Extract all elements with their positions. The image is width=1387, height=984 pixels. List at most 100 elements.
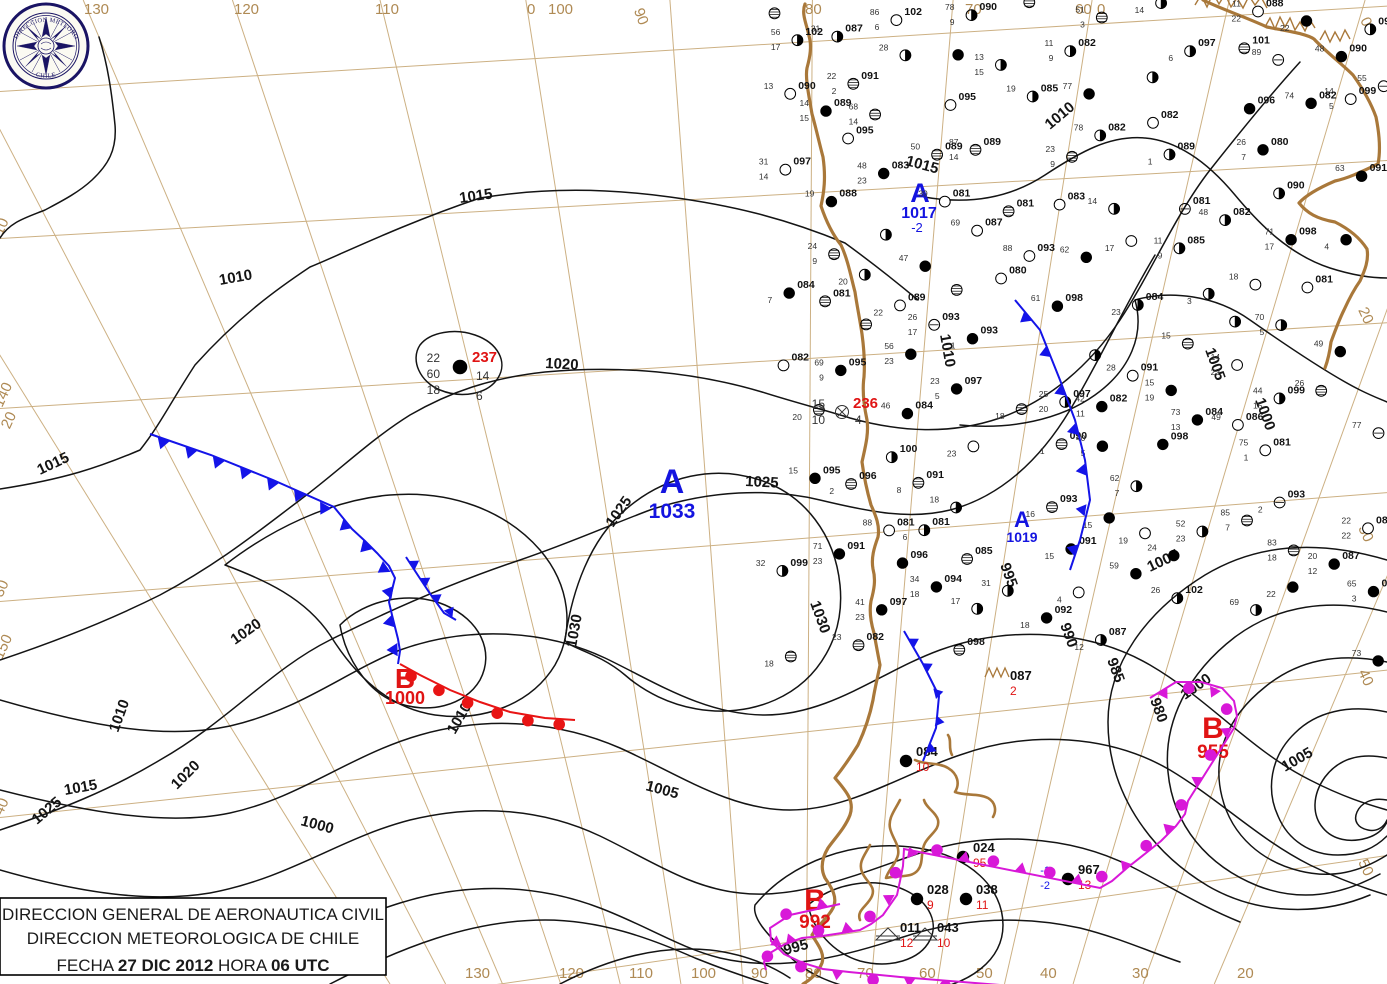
svg-text:3: 3 (1080, 20, 1085, 30)
svg-text:088: 088 (1266, 0, 1284, 10)
svg-text:093: 093 (1060, 493, 1078, 505)
svg-text:081: 081 (833, 287, 851, 299)
svg-text:18: 18 (427, 383, 441, 397)
svg-text:1: 1 (1148, 157, 1153, 167)
svg-text:28: 28 (879, 42, 889, 52)
svg-text:9: 9 (950, 17, 955, 27)
svg-text:83: 83 (1267, 537, 1277, 547)
svg-text:110: 110 (375, 1, 399, 18)
svg-text:082: 082 (1110, 393, 1128, 405)
svg-text:14: 14 (949, 152, 959, 162)
svg-text:237: 237 (472, 349, 497, 366)
svg-text:18: 18 (1267, 552, 1277, 562)
svg-text:038: 038 (976, 882, 998, 897)
svg-text:20: 20 (1308, 551, 1318, 561)
svg-text:17: 17 (1105, 243, 1115, 253)
svg-text:089: 089 (1178, 141, 1196, 153)
svg-text:23: 23 (1046, 144, 1056, 154)
svg-text:6: 6 (1168, 53, 1173, 63)
svg-text:082: 082 (1161, 109, 1179, 121)
svg-text:39: 39 (918, 189, 928, 199)
svg-text:1025: 1025 (745, 473, 779, 492)
svg-text:24: 24 (1147, 543, 1157, 553)
svg-text:11: 11 (1076, 409, 1085, 419)
svg-text:081: 081 (1315, 274, 1333, 286)
svg-text:13: 13 (974, 52, 984, 62)
svg-text:30: 30 (1132, 965, 1149, 982)
svg-text:46: 46 (881, 401, 891, 411)
svg-text:100: 100 (691, 965, 716, 982)
svg-text:47: 47 (899, 253, 909, 263)
svg-text:88: 88 (863, 517, 873, 527)
svg-text:7: 7 (1115, 488, 1120, 498)
svg-text:084: 084 (915, 400, 933, 412)
svg-text:25: 25 (1039, 389, 1049, 399)
svg-text:5: 5 (935, 391, 940, 401)
svg-text:098: 098 (967, 636, 985, 648)
svg-text:8: 8 (897, 485, 902, 495)
svg-text:-2: -2 (1040, 880, 1050, 892)
svg-text:081: 081 (932, 516, 950, 528)
svg-text:028: 028 (927, 882, 949, 897)
svg-text:081: 081 (1017, 197, 1035, 209)
svg-text:9: 9 (927, 898, 934, 912)
svg-text:15: 15 (1145, 377, 1155, 387)
svg-text:090: 090 (798, 80, 816, 92)
svg-text:091: 091 (847, 540, 865, 552)
svg-text:090: 090 (1287, 179, 1305, 191)
svg-text:1: 1 (1244, 452, 1249, 462)
svg-text:15: 15 (1253, 400, 1263, 410)
svg-text:71: 71 (1265, 227, 1275, 237)
svg-text:085: 085 (1041, 83, 1059, 95)
svg-text:096: 096 (911, 549, 929, 561)
svg-text:085: 085 (1187, 234, 1205, 246)
svg-text:097: 097 (965, 375, 983, 387)
svg-text:3: 3 (1352, 594, 1357, 604)
svg-text:101: 101 (1252, 34, 1270, 46)
svg-text:11: 11 (1044, 38, 1053, 48)
svg-text:22: 22 (1342, 515, 1352, 525)
svg-text:095: 095 (856, 125, 874, 137)
svg-text:090: 090 (1349, 43, 1367, 55)
svg-text:15: 15 (1045, 551, 1055, 561)
svg-text:70: 70 (1255, 312, 1265, 322)
svg-text:62: 62 (1060, 244, 1070, 254)
svg-text:22: 22 (874, 307, 884, 317)
svg-text:88: 88 (1003, 243, 1013, 253)
svg-text:13: 13 (764, 81, 774, 91)
svg-text:082: 082 (1108, 121, 1126, 133)
svg-text:100: 100 (548, 1, 573, 18)
svg-text:48: 48 (857, 161, 867, 171)
svg-text:50: 50 (911, 142, 921, 152)
svg-text:2: 2 (829, 486, 834, 496)
svg-text:1020: 1020 (545, 355, 579, 374)
svg-text:77: 77 (1063, 81, 1073, 91)
svg-text:19: 19 (1145, 392, 1155, 402)
svg-text:082: 082 (1078, 37, 1096, 49)
svg-text:52: 52 (1176, 519, 1186, 529)
svg-text:097: 097 (793, 156, 811, 168)
svg-text:85: 85 (1221, 508, 1231, 518)
svg-text:14: 14 (476, 369, 490, 383)
svg-text:23: 23 (813, 556, 823, 566)
svg-text:19: 19 (1006, 84, 1016, 94)
svg-text:FECHA 27 DIC 2012 HORA 06 UTC: FECHA 27 DIC 2012 HORA 06 UTC (56, 956, 329, 975)
svg-text:75: 75 (1239, 437, 1249, 447)
svg-text:14: 14 (1088, 196, 1098, 206)
svg-text:17: 17 (771, 42, 781, 52)
svg-text:77: 77 (1352, 420, 1362, 430)
svg-text:2: 2 (1010, 684, 1017, 698)
svg-text:4: 4 (1324, 242, 1329, 252)
svg-text:18: 18 (764, 659, 774, 669)
svg-text:23: 23 (930, 376, 940, 386)
svg-text:095: 095 (849, 356, 867, 368)
svg-text:091: 091 (1370, 162, 1387, 174)
svg-text:093: 093 (942, 311, 960, 323)
svg-text:71: 71 (813, 541, 823, 551)
svg-text:15: 15 (1161, 331, 1171, 341)
svg-text:49: 49 (1314, 339, 1324, 349)
svg-text:4: 4 (1057, 594, 1062, 604)
svg-text:7: 7 (767, 295, 772, 305)
svg-text:48: 48 (1315, 44, 1325, 54)
svg-text:091: 091 (926, 469, 944, 481)
